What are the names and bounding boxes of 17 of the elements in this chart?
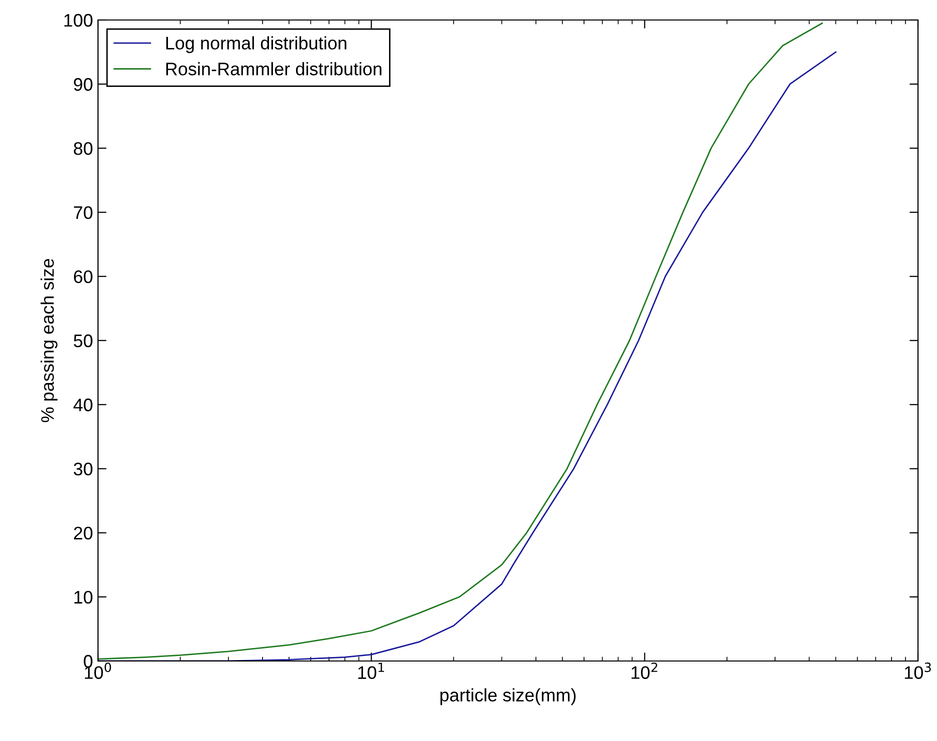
y-tick-label: 50: [74, 334, 92, 348]
y-tick-label: 60: [74, 270, 92, 284]
y-tick-label: 100: [64, 14, 92, 27]
y-tick-label: 10: [74, 590, 92, 604]
y-tick-label: 70: [74, 206, 92, 220]
legend-label: Rosin-Rammler distribution: [166, 62, 382, 76]
y-tick-label: 30: [74, 462, 92, 476]
y-tick-label: 40: [73, 398, 92, 412]
x-axis-title: particle size(mm): [440, 688, 576, 706]
x-tick-label: 10$^{1}$: [358, 662, 384, 679]
y-tick-label: 80: [74, 142, 92, 155]
y-tick-label: 20: [74, 526, 92, 540]
y-tick-label: 90: [74, 78, 92, 91]
x-tick-label: 10$^{2}$: [632, 662, 658, 679]
y-axis-title: % passing each size: [40, 259, 58, 422]
x-tick-label: 10$^{3}$: [904, 662, 931, 679]
legend-label: Log normal distribution: [166, 36, 346, 54]
